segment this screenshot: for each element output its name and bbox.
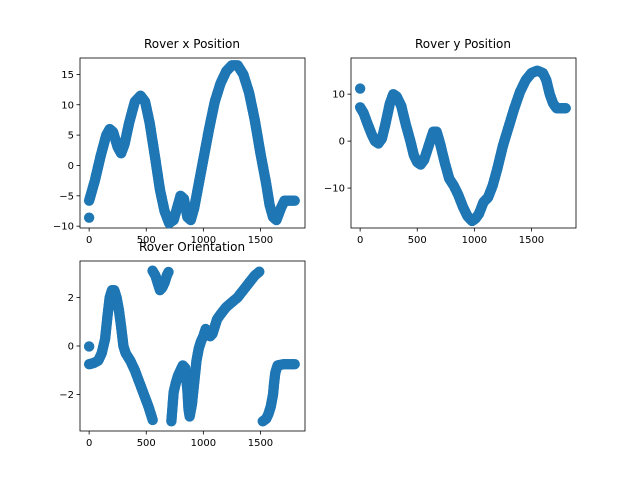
outlier-point: [354, 83, 366, 94]
data-point: [163, 266, 174, 278]
x-tick-label: 1000: [462, 235, 487, 246]
y-tick-label: −5: [59, 191, 74, 202]
data-point: [289, 359, 300, 370]
x-tick-label: 1000: [191, 438, 216, 449]
y-tick-label: 10: [332, 90, 345, 101]
x-tick-label: 0: [86, 235, 92, 246]
x-tick-label: 0: [86, 438, 92, 449]
y-tick-label: 5: [68, 131, 74, 142]
x-tick-label: 500: [137, 438, 156, 449]
orientation-subplot: 0 500 1000 1500 −2 0 2 Rover Orientation: [59, 240, 306, 449]
data-point: [254, 266, 265, 277]
y-tick-label: 0: [339, 137, 345, 148]
x-tick-label: 1500: [248, 235, 273, 246]
y-position-title: Rover y Position: [415, 37, 511, 51]
y-tick-label: 2: [68, 293, 74, 304]
y-tick-label: −2: [59, 390, 74, 401]
x-position-title: Rover x Position: [144, 37, 240, 51]
y-tick-label: 10: [61, 100, 74, 111]
x-tick-label: 500: [408, 235, 427, 246]
y-position-subplot: 0 500 1000 1500 −10 0 10 Rover y Position: [324, 37, 577, 246]
orientation-title: Rover Orientation: [139, 240, 245, 254]
data-point: [147, 414, 158, 426]
outlier-point: [83, 212, 95, 223]
y-tick-label: 15: [61, 70, 74, 81]
y-tick-label: −10: [324, 184, 345, 195]
x-tick-label: 0: [357, 235, 363, 246]
data-point: [289, 195, 300, 206]
y-tick-label: 0: [68, 161, 74, 172]
x-tick-label: 1500: [248, 438, 273, 449]
x-position-subplot: 0 500 1000 1500 −10 −5 0 5 10 15 Rover x Position: [53, 37, 306, 246]
data-point: [560, 103, 571, 114]
outlier-point: [83, 341, 95, 352]
x-tick-label: 500: [137, 235, 156, 246]
x-tick-label: 1500: [519, 235, 544, 246]
x-tick-label: 1000: [191, 235, 216, 246]
y-tick-label: 0: [68, 342, 74, 353]
y-tick-label: −10: [53, 222, 74, 233]
